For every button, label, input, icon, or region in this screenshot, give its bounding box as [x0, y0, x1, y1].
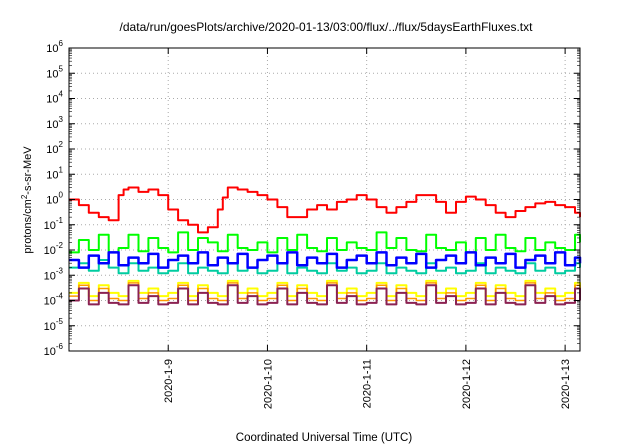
y-tick-label-exponent: -3: [56, 266, 64, 275]
y-tick-label-base: 10: [44, 321, 56, 333]
y-tick-label-base: 10: [46, 94, 58, 106]
y-axis-label: protons/cm2-s-sr-MeV: [20, 146, 35, 254]
y-tick-label: 10-1: [44, 216, 64, 232]
y-tick-label: 10-3: [44, 266, 64, 282]
y-tick-label: 106: [46, 39, 63, 55]
y-tick-label-exponent: -6: [56, 342, 64, 351]
y-tick-label-base: 10: [44, 296, 56, 308]
series-line-4: [69, 251, 582, 269]
y-tick-label-base: 10: [46, 195, 58, 207]
y-tick-label-exponent: -4: [56, 292, 64, 301]
x-tick-label: 2020-1-11: [362, 359, 374, 408]
y-tick-label: 10-2: [44, 241, 64, 257]
x-tick-label: 2020-1-13: [560, 359, 572, 409]
series-line-2: [69, 231, 581, 254]
y-tick-label-exponent: 0: [59, 191, 64, 200]
y-axis-label-rest: -s-sr-MeV: [22, 146, 34, 195]
y-tick-label: 10-6: [44, 342, 64, 358]
y-tick-label-base: 10: [46, 169, 58, 181]
y-tick-label-base: 10: [46, 119, 58, 131]
y-tick-label-base: 10: [44, 270, 56, 282]
y-tick-label: 102: [46, 140, 63, 156]
y-tick-label-exponent: 2: [59, 140, 64, 149]
y-tick-label-base: 10: [46, 68, 58, 80]
y-tick-label-base: 10: [46, 144, 58, 156]
series-lines: [69, 186, 582, 306]
y-tick-label: 105: [46, 64, 63, 80]
y-axis-label-sup: 2: [20, 194, 29, 199]
y-axis-label-base: protons/cm: [22, 199, 34, 253]
x-tick-label: 2020-1-9: [163, 359, 175, 403]
chart-title: /data/run/goesPlots/archive/2020-01-13/0…: [120, 20, 534, 34]
y-tick-label-base: 10: [46, 43, 58, 55]
y-tick-label-base: 10: [44, 245, 56, 257]
y-tick-label-exponent: -2: [56, 241, 64, 250]
series-line-7: [69, 284, 581, 306]
y-tick-label-exponent: 6: [59, 39, 64, 48]
y-tick-label-exponent: -1: [56, 216, 64, 225]
x-axis: 2020-1-9 2020-1-10 2020-1-11 2020-1-12 2020-…: [163, 48, 572, 409]
y-tick-label: 104: [46, 90, 63, 106]
y-tick-label: 103: [46, 115, 63, 131]
y-tick-label-exponent: 1: [59, 165, 64, 174]
y-tick-label: 101: [46, 165, 63, 181]
y-tick-label-base: 10: [44, 346, 56, 358]
y-tick-label: 10-5: [44, 317, 64, 333]
y-tick-label-base: 10: [44, 220, 56, 232]
y-tick-label-exponent: 5: [59, 64, 64, 73]
y-tick-label-exponent: 3: [59, 115, 64, 124]
x-tick-label: 2020-1-12: [461, 359, 473, 409]
series-line-5: [69, 279, 581, 298]
y-tick-label-exponent: -5: [56, 317, 64, 326]
x-tick-label: 2020-1-10: [262, 359, 274, 409]
y-tick-label: 10-4: [44, 292, 64, 308]
y-tick-label-exponent: 4: [59, 90, 64, 99]
y-axis: 10-610-510-410-310-210-11001011021031041…: [44, 39, 580, 358]
series-line-1: [69, 186, 581, 234]
y-tick-label: 100: [46, 191, 63, 207]
x-axis-label: Coordinated Universal Time (UTC): [236, 432, 413, 444]
